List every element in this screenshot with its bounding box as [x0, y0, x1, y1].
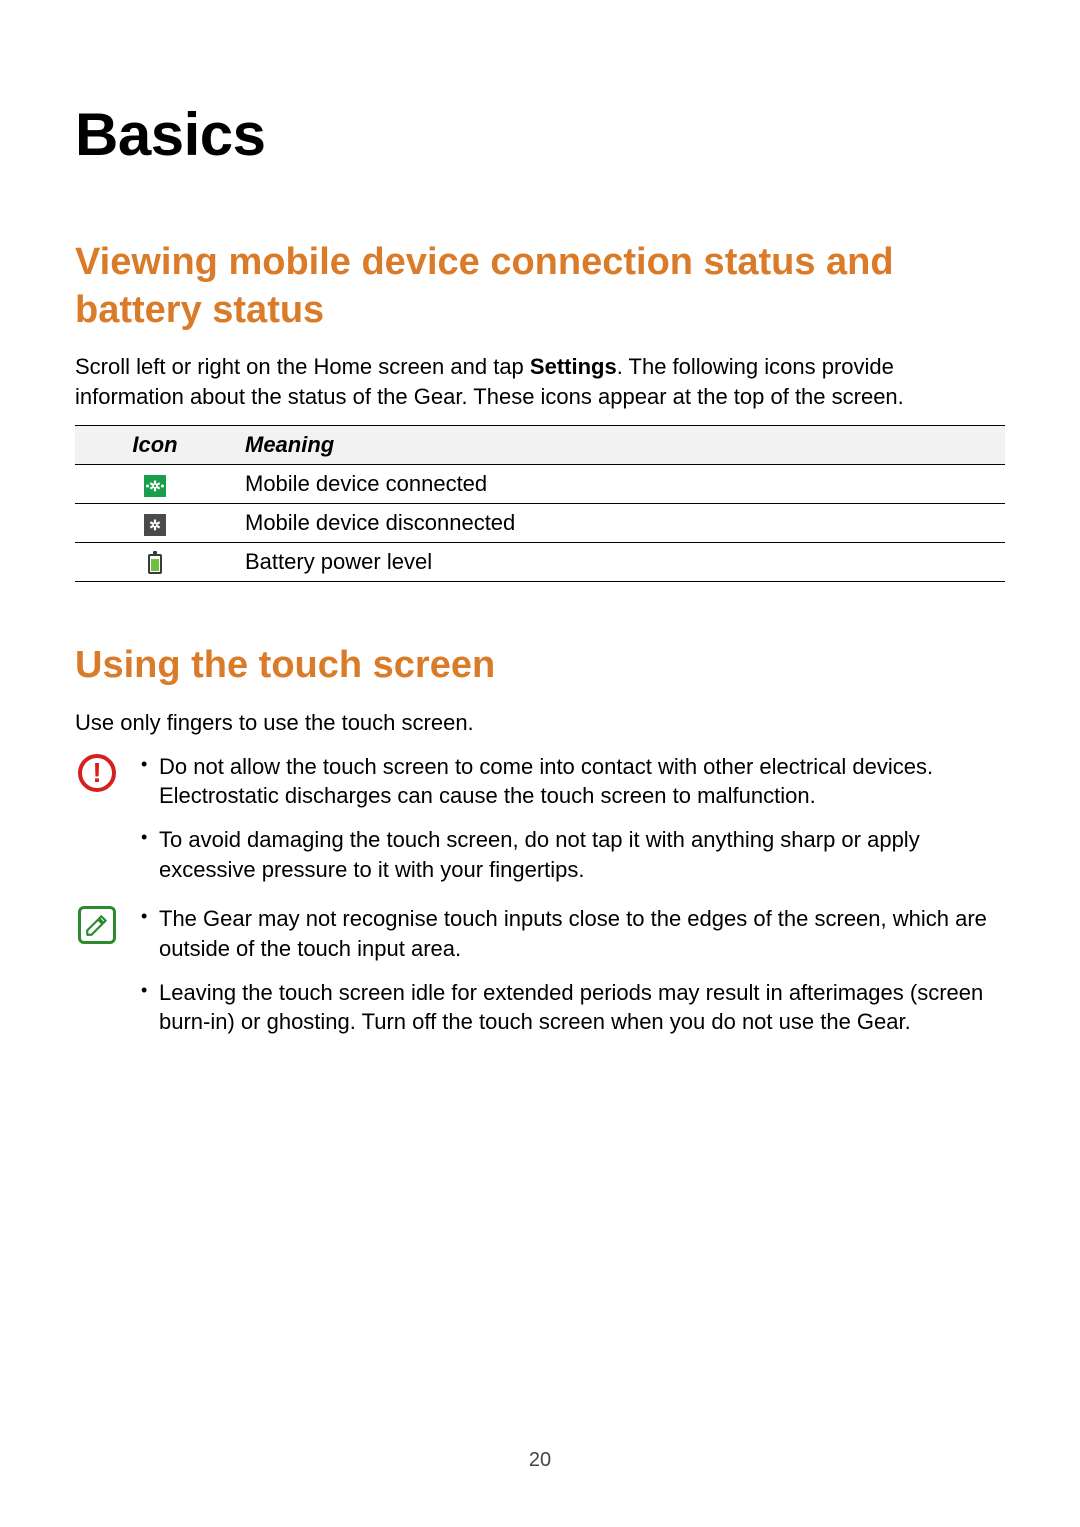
cell-meaning: Battery power level: [235, 543, 1005, 582]
bluetooth-disconnected-icon: ✲: [144, 514, 166, 536]
col-header-meaning: Meaning: [235, 426, 1005, 465]
cell-icon: ✲: [75, 504, 235, 543]
cell-meaning: Mobile device connected: [235, 465, 1005, 504]
info-block: The Gear may not recognise touch inputs …: [75, 904, 1005, 1051]
battery-level-icon: [148, 554, 162, 574]
caution-list: Do not allow the touch screen to come in…: [137, 752, 1005, 899]
info-list: The Gear may not recognise touch inputs …: [137, 904, 1005, 1051]
table-row: ✲ Mobile device disconnected: [75, 504, 1005, 543]
table-row: Battery power level: [75, 543, 1005, 582]
list-item: Do not allow the touch screen to come in…: [137, 752, 1005, 811]
intro-bold: Settings: [530, 354, 617, 379]
pencil-icon: [84, 912, 110, 938]
section2-intro: Use only fingers to use the touch screen…: [75, 708, 1005, 738]
list-item: Leaving the touch screen idle for extend…: [137, 978, 1005, 1037]
section1-heading: Viewing mobile device connection status …: [75, 239, 1005, 334]
page-number: 20: [0, 1449, 1080, 1472]
caution-icon-col: !: [75, 752, 119, 792]
bluetooth-connected-icon: ✲: [144, 475, 166, 497]
table-row: ✲ Mobile device connected: [75, 465, 1005, 504]
section2-heading: Using the touch screen: [75, 642, 1005, 690]
caution-block: ! Do not allow the touch screen to come …: [75, 752, 1005, 899]
cell-icon: ✲: [75, 465, 235, 504]
status-icons-table: Icon Meaning ✲ Mobile device connected ✲…: [75, 425, 1005, 582]
note-icon: [78, 906, 116, 944]
page-title: Basics: [75, 100, 1005, 169]
cell-icon: [75, 543, 235, 582]
caution-icon: !: [78, 754, 116, 792]
table-header-row: Icon Meaning: [75, 426, 1005, 465]
manual-page: Basics Viewing mobile device connection …: [0, 0, 1080, 1051]
intro-before: Scroll left or right on the Home screen …: [75, 354, 530, 379]
section1-intro: Scroll left or right on the Home screen …: [75, 352, 1005, 411]
list-item: To avoid damaging the touch screen, do n…: [137, 825, 1005, 884]
list-item: The Gear may not recognise touch inputs …: [137, 904, 1005, 963]
cell-meaning: Mobile device disconnected: [235, 504, 1005, 543]
info-icon-col: [75, 904, 119, 944]
col-header-icon: Icon: [75, 426, 235, 465]
